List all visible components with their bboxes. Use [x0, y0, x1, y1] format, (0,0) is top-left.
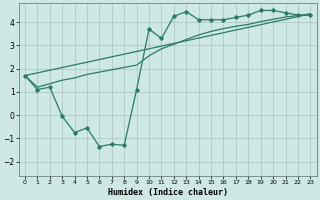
X-axis label: Humidex (Indice chaleur): Humidex (Indice chaleur): [108, 188, 228, 197]
